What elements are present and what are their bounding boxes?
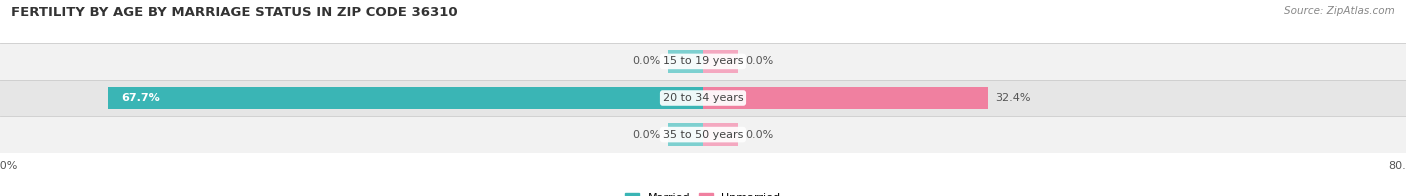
Text: 0.0%: 0.0% [745,56,773,66]
Text: 15 to 19 years: 15 to 19 years [662,56,744,66]
Text: 67.7%: 67.7% [121,93,160,103]
Bar [668,50,703,73]
Text: FERTILITY BY AGE BY MARRIAGE STATUS IN ZIP CODE 36310: FERTILITY BY AGE BY MARRIAGE STATUS IN Z… [11,6,458,19]
Legend: Married, Unmarried: Married, Unmarried [621,188,785,196]
Text: 20 to 34 years: 20 to 34 years [662,93,744,103]
Bar [703,50,738,73]
Bar [703,123,738,146]
Bar [668,123,703,146]
Bar [0,43,1406,80]
Text: 0.0%: 0.0% [633,130,661,140]
Text: 0.0%: 0.0% [633,56,661,66]
Bar [0,116,1406,153]
Text: 0.0%: 0.0% [745,130,773,140]
Text: 35 to 50 years: 35 to 50 years [662,130,744,140]
Text: Source: ZipAtlas.com: Source: ZipAtlas.com [1284,6,1395,16]
Text: 32.4%: 32.4% [994,93,1031,103]
Bar [0,80,1406,116]
Bar [703,87,987,109]
Bar [108,87,703,109]
